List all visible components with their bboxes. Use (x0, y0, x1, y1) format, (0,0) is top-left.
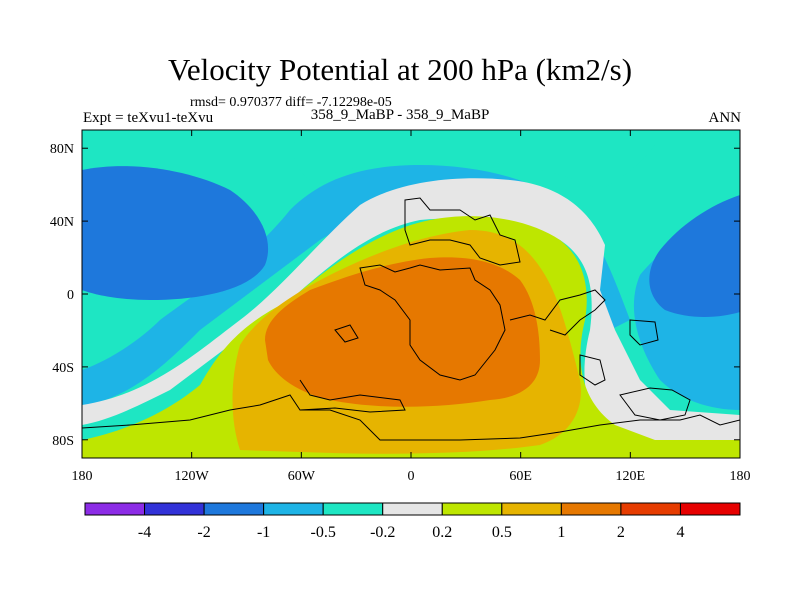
colorbar-swatch (144, 502, 205, 516)
x-tick-label: 0 (408, 469, 415, 484)
x-tick-label: 60W (288, 469, 316, 484)
contour-region-darkorange (265, 257, 540, 407)
colorbar-swatch (441, 502, 503, 516)
x-tick-label: 120E (616, 469, 646, 484)
colorbar-swatch (501, 502, 562, 516)
y-tick-label: 40S (52, 361, 74, 376)
colorbar-label: -4 (138, 524, 151, 541)
coastline-africa (359, 264, 506, 381)
y-axis: 80N 40N 0 40S 80S (50, 142, 740, 449)
x-tick-label: 60E (509, 469, 532, 484)
contour-region-blue-east (649, 195, 740, 317)
colorbar: -4 -2 -1 -0.5 -0.2 0.2 0.5 1 2 4 (84, 502, 741, 541)
colorbar-label: -1 (257, 524, 270, 541)
coastline-india (509, 289, 606, 336)
colorbar-label: 2 (617, 524, 625, 541)
colorbar-label: 4 (676, 524, 684, 541)
coastline-central-america (334, 324, 359, 343)
coastline-antarctica (82, 394, 740, 441)
colorbar-label: -0.5 (311, 524, 336, 541)
colorbar-label: 0.2 (432, 524, 452, 541)
colorbar-swatch (679, 502, 741, 516)
colorbar-label: -2 (197, 524, 210, 541)
coastline-maritime (579, 319, 659, 386)
case-label: 358_9_MaBP - 358_9_MaBP (310, 107, 490, 123)
colorbar-swatch (322, 502, 384, 516)
colorbar-label: -0.2 (370, 524, 395, 541)
contour-fill (82, 130, 740, 458)
season-label: ANN (708, 110, 742, 126)
colorbar-swatch (382, 502, 443, 516)
x-tick-label: 180 (72, 469, 93, 484)
stats-line: rmsd= 0.970377 diff= -7.12298e-05 (190, 95, 392, 110)
x-axis: 180 120W 60W 0 60E 120E 180 (72, 130, 751, 484)
y-tick-label: 0 (67, 288, 74, 303)
coastlines (82, 197, 740, 441)
chart-title: Velocity Potential at 200 hPa (km2/s) (167, 52, 633, 87)
y-tick-label: 40N (50, 215, 74, 230)
colorbar-swatch (203, 502, 265, 516)
coastline-australia (619, 387, 691, 421)
y-tick-label: 80S (52, 434, 74, 449)
experiment-label: Expt = teXvu1-teXvu (83, 110, 214, 126)
contour-region-blue-west (82, 166, 269, 300)
colorbar-label: 1 (557, 524, 565, 541)
colorbar-label: 0.5 (492, 524, 512, 541)
colorbar-swatch (84, 502, 146, 516)
colorbar-swatch (560, 502, 622, 516)
contour-region-teal-north (293, 130, 660, 190)
colorbar-swatch (620, 502, 681, 516)
contour-region-white (82, 178, 740, 440)
x-tick-label: 180 (730, 469, 751, 484)
coastline-south-america (299, 379, 406, 413)
coastline-eurasia (404, 197, 521, 266)
x-tick-label: 120W (175, 469, 210, 484)
colorbar-swatch (263, 502, 324, 516)
y-tick-label: 80N (50, 142, 74, 157)
